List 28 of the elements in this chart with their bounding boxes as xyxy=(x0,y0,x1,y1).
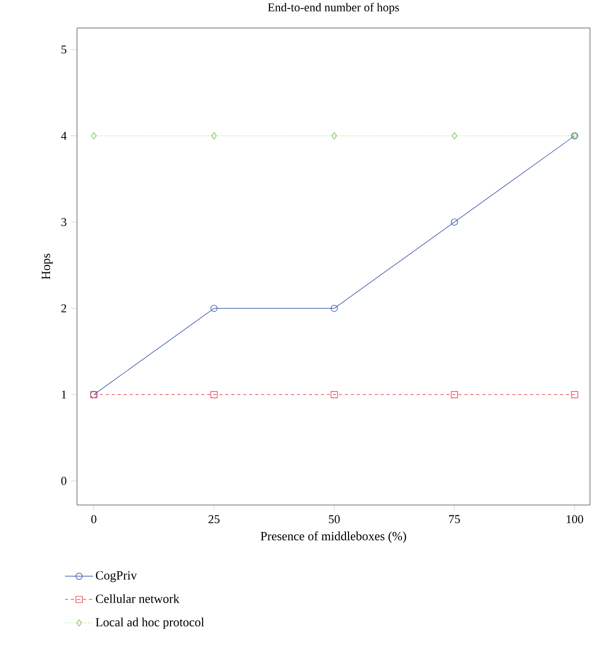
y-tick-label: 4 xyxy=(61,132,67,140)
x-tick-label: 100 xyxy=(566,515,584,524)
y-tick-label: 1 xyxy=(62,390,66,399)
point xyxy=(210,304,218,312)
point xyxy=(91,132,97,140)
y-tick-label: 5 xyxy=(62,46,66,54)
y-tick-label: 2 xyxy=(61,304,66,312)
x-axis-title: Presence of middleboxes (%) xyxy=(260,531,406,543)
y-tick-label: 0 xyxy=(61,476,66,485)
point xyxy=(330,391,338,398)
legend-label: Cellular network xyxy=(96,594,180,603)
legend-label: CogPriv xyxy=(96,571,137,582)
point xyxy=(210,391,218,398)
point xyxy=(450,218,458,226)
x-tick-label: 75 xyxy=(449,515,460,524)
point xyxy=(330,304,338,312)
x-tick-label: 0 xyxy=(91,515,96,524)
point xyxy=(332,132,337,140)
point xyxy=(211,132,217,140)
chart-title: End-to-end number of hops xyxy=(268,2,399,14)
y-tick-label: 3 xyxy=(61,218,66,226)
point xyxy=(450,391,458,398)
legend-label: Local ad hoc protocol xyxy=(96,618,204,629)
y-axis-title: Hops xyxy=(42,254,53,280)
point xyxy=(571,391,578,398)
point xyxy=(452,132,458,140)
x-tick-label: 25 xyxy=(208,515,220,524)
x-tick-label: 50 xyxy=(328,515,340,524)
